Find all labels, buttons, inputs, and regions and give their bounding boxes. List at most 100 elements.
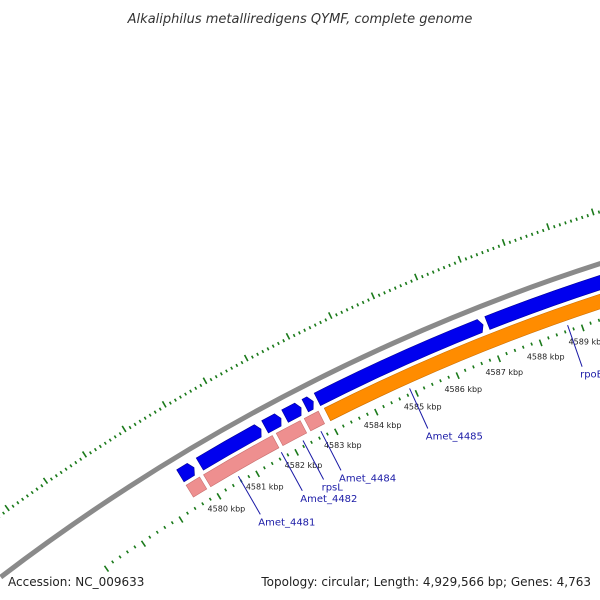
scale-tick xyxy=(224,488,228,492)
outer-tick xyxy=(383,291,386,295)
scale-tick xyxy=(186,511,189,515)
scale-tick xyxy=(530,342,533,346)
outer-tick xyxy=(370,292,376,300)
outer-tick xyxy=(308,325,312,330)
outer-tick xyxy=(351,305,354,310)
outer-tick xyxy=(514,238,517,242)
outer-tick xyxy=(25,494,29,498)
outer-tick xyxy=(486,248,490,253)
scale-tick-label: 4588 kbp xyxy=(527,352,565,361)
outer-tick xyxy=(243,354,249,362)
scale-tick xyxy=(294,448,300,456)
outer-tick xyxy=(303,328,307,332)
backbone-layer xyxy=(0,261,600,580)
outer-tick xyxy=(79,457,83,461)
reverse-gene xyxy=(203,435,280,488)
scale-tick xyxy=(572,327,575,331)
scale-tick xyxy=(513,348,517,353)
scale-tick xyxy=(463,368,467,372)
outer-tick xyxy=(313,323,317,327)
outer-tick xyxy=(69,464,73,468)
outer-tick xyxy=(4,504,10,512)
outer-tick xyxy=(271,344,275,348)
outer-tick xyxy=(475,253,479,257)
scale-tick xyxy=(247,474,251,479)
scale-tick xyxy=(357,416,361,420)
outer-tick xyxy=(168,401,172,405)
outer-tick xyxy=(59,470,63,475)
scale-tick-label: 4583 kbp xyxy=(324,441,362,450)
scale-tick-label: 4585 kbp xyxy=(404,403,442,412)
outer-tick xyxy=(292,333,296,338)
scale-tick xyxy=(439,379,442,383)
outer-tick xyxy=(481,250,484,255)
scale-tick xyxy=(170,520,174,525)
outer-tick xyxy=(108,438,112,442)
rpoB-gene xyxy=(323,293,600,422)
outer-tick xyxy=(553,224,556,229)
outer-tick xyxy=(297,331,301,335)
outer-tick xyxy=(361,300,365,305)
gene-label: rpsL xyxy=(322,483,344,494)
forward-gene xyxy=(261,413,282,434)
gene-label-leader xyxy=(567,325,583,367)
outer-tick xyxy=(199,383,203,388)
scale-tick xyxy=(538,339,543,347)
scale-tick xyxy=(318,436,321,440)
outer-tick xyxy=(453,261,457,265)
scale-tick xyxy=(589,321,592,325)
outer-tick xyxy=(148,413,152,417)
scale-tick xyxy=(547,336,550,340)
outer-tick xyxy=(158,407,162,411)
outer-tick xyxy=(133,422,137,427)
outer-tick xyxy=(340,310,344,315)
outer-tick xyxy=(64,467,68,471)
outer-tick xyxy=(319,320,322,325)
outer-tick xyxy=(240,360,244,365)
scale-tick-label: 4580 kbp xyxy=(208,505,246,514)
outer-tick xyxy=(558,223,562,227)
scale-tick xyxy=(496,355,502,363)
outer-tick xyxy=(98,444,102,449)
scale-tick xyxy=(148,535,152,539)
scale-tick xyxy=(341,424,345,428)
scale-tick xyxy=(325,432,329,436)
outer-tick xyxy=(219,372,223,376)
gene-label-leader xyxy=(280,451,303,492)
scale-tick xyxy=(422,386,426,390)
scale-tick-label: 4582 kbp xyxy=(285,461,323,470)
scale-tick xyxy=(163,525,167,530)
forward-gene xyxy=(313,319,484,407)
outer-tick xyxy=(89,451,92,455)
scale-tick xyxy=(406,393,410,397)
outer-tick xyxy=(586,213,589,218)
scale-tick xyxy=(488,358,492,362)
outer-tick xyxy=(225,369,228,373)
outer-tick xyxy=(388,288,392,293)
forward-gene xyxy=(484,275,600,330)
reverse-gene xyxy=(303,410,326,432)
scale-tick xyxy=(178,516,184,523)
outer-tick xyxy=(501,238,506,246)
outer-tick xyxy=(118,432,122,436)
genome-backbone xyxy=(0,261,600,580)
outer-tick xyxy=(399,284,403,288)
outer-tick xyxy=(16,501,20,505)
forward-gene xyxy=(195,424,262,471)
outer-tick xyxy=(42,477,49,485)
outer-tick xyxy=(30,490,34,495)
reverse-gene xyxy=(185,476,208,498)
outer-tick xyxy=(530,232,534,237)
scale-tick-label: 4586 kbp xyxy=(444,385,482,394)
outer-tick xyxy=(54,474,58,478)
outer-tick xyxy=(410,279,413,283)
outer-tick xyxy=(508,240,512,244)
scale-tick xyxy=(140,540,147,548)
outer-tick xyxy=(282,339,286,343)
outer-tick xyxy=(569,219,573,223)
scale-tick xyxy=(118,555,122,559)
scale-tick xyxy=(193,506,197,511)
outer-tick xyxy=(335,313,338,317)
outer-tick xyxy=(497,244,501,249)
outer-tick-ring xyxy=(0,208,600,518)
